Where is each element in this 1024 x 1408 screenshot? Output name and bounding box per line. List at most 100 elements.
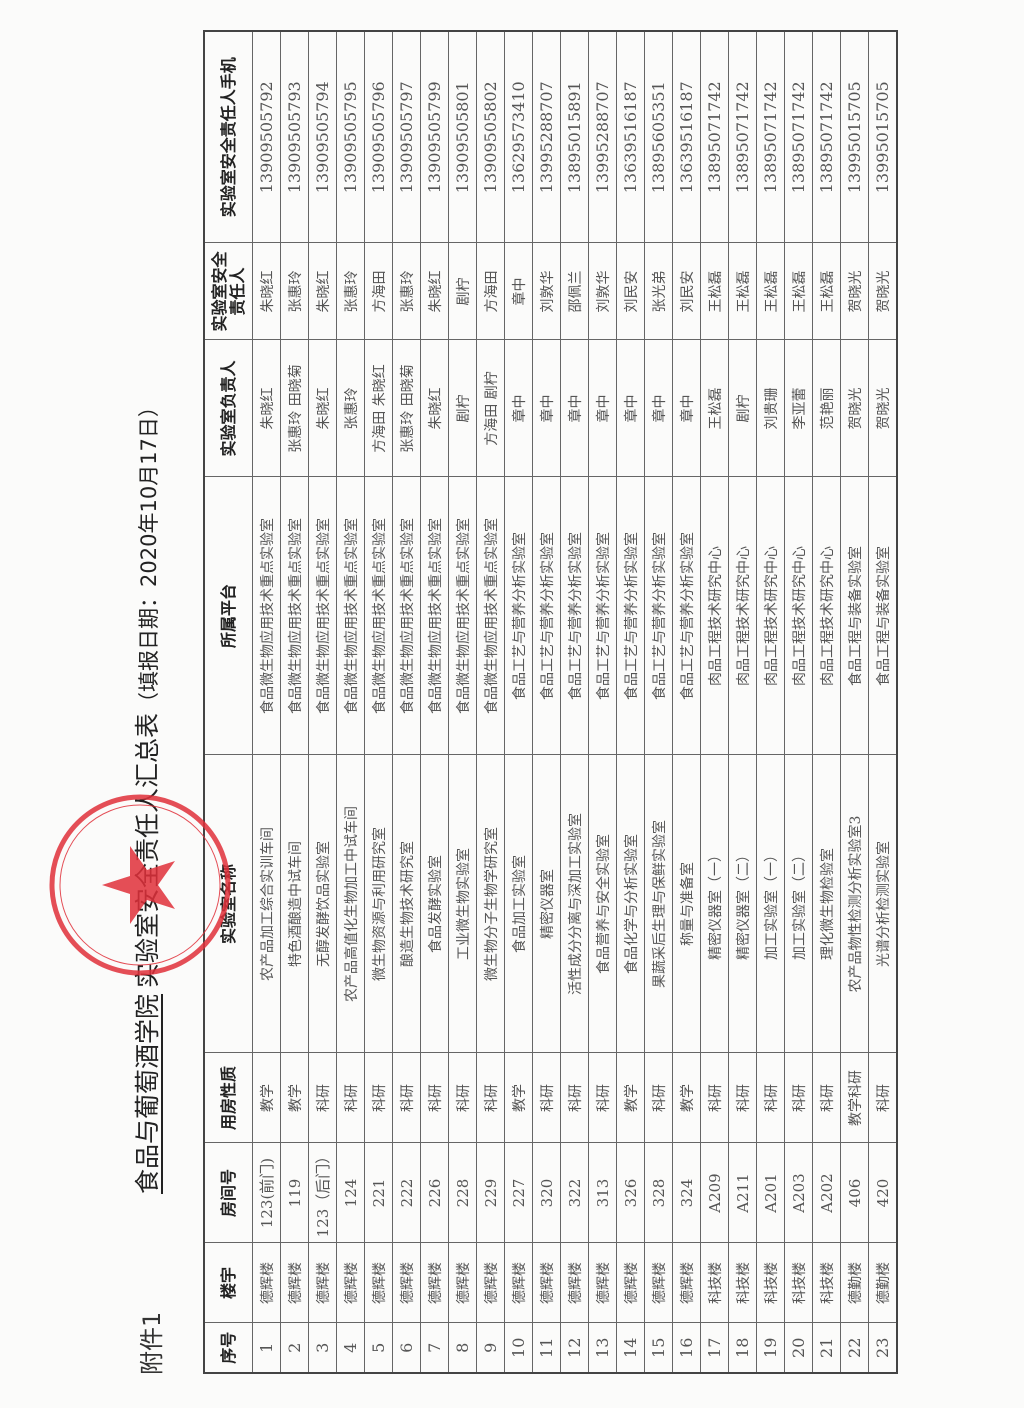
cell-building: 德辉楼 [560, 1243, 589, 1323]
institution-name: 食品与葡萄酒学院 [133, 993, 162, 1194]
cell-lab-name: 酿造生物技术研究室 [392, 755, 421, 1053]
cell-lab-name: 农产品加工综合实训车间 [252, 755, 281, 1053]
cell-building: 德勤楼 [840, 1243, 869, 1323]
cell-room: 229 [476, 1143, 505, 1243]
cell-lab-name: 精密仪器室（一） [700, 755, 729, 1053]
cell-seq: 5 [364, 1323, 393, 1373]
cell-lab-head: 朱晓红 [308, 340, 337, 477]
cell-lab-head: 章中 [560, 340, 589, 477]
cell-seq: 6 [392, 1323, 421, 1373]
cell-usage: 科研 [560, 1053, 589, 1143]
cell-seq: 1 [252, 1323, 281, 1373]
cell-lab-head: 朱晓红 [252, 340, 281, 477]
table-row: 13 德辉楼 313 科研 食品营养与安全实验室 食品工艺与营养分析实验室 章中 刘敦华 139… [588, 31, 617, 1373]
cell-lab-name: 理化微生物检验室 [812, 755, 841, 1053]
cell-building: 德辉楼 [420, 1243, 449, 1323]
column-header-usage: 用房性质 [204, 1053, 253, 1143]
column-header-safety-person: 实验室安全责任人 [204, 243, 253, 340]
cell-safety-person: 王松磊 [812, 243, 841, 340]
cell-building: 德辉楼 [588, 1243, 617, 1323]
cell-safety-phone: 13909505797 [392, 31, 421, 243]
cell-safety-phone: 13639516187 [672, 31, 701, 243]
cell-seq: 12 [560, 1323, 589, 1373]
cell-platform: 肉品工程技术研究中心 [700, 477, 729, 755]
cell-seq: 8 [448, 1323, 477, 1373]
cell-safety-phone: 13995288707 [588, 31, 617, 243]
table-row: 20 科技楼 A203 科研 加工实验室（二） 肉品工程技术研究中心 李亚蕾 王松磊 13895… [784, 31, 813, 1373]
cell-safety-person: 朱晓红 [252, 243, 281, 340]
cell-platform: 食品微生物应用技术重点实验室 [336, 477, 365, 755]
cell-room: 320 [532, 1143, 561, 1243]
cell-lab-head: 章中 [616, 340, 645, 477]
cell-room: 328 [644, 1143, 673, 1243]
cell-lab-head: 章中 [644, 340, 673, 477]
cell-lab-head: 王松磊 [700, 340, 729, 477]
cell-safety-person: 刘敦华 [588, 243, 617, 340]
cell-platform: 食品工程与装备实验室 [868, 477, 897, 755]
table-row: 5 德辉楼 221 科研 微生物资源与利用研究室 食品微生物应用技术重点实验室 方海田 朱晓… [364, 31, 393, 1373]
cell-building: 德辉楼 [308, 1243, 337, 1323]
cell-safety-phone: 13639516187 [616, 31, 645, 243]
cell-room: 119 [280, 1143, 309, 1243]
cell-lab-head: 方海田 朱晓红 [364, 340, 393, 477]
cell-usage: 科研 [728, 1053, 757, 1143]
cell-room: 324 [672, 1143, 701, 1243]
cell-building: 德勤楼 [868, 1243, 897, 1323]
cell-lab-name: 食品营养与安全实验室 [588, 755, 617, 1053]
cell-usage: 科研 [448, 1053, 477, 1143]
cell-usage: 教学 [672, 1053, 701, 1143]
cell-usage: 科研 [308, 1053, 337, 1143]
cell-safety-person: 王松磊 [784, 243, 813, 340]
cell-safety-phone: 13895071742 [812, 31, 841, 243]
cell-platform: 食品微生物应用技术重点实验室 [476, 477, 505, 755]
cell-lab-name: 工业微生物实验室 [448, 755, 477, 1053]
cell-safety-phone: 13895071742 [784, 31, 813, 243]
cell-room: A209 [700, 1143, 729, 1243]
cell-platform: 食品微生物应用技术重点实验室 [448, 477, 477, 755]
table-row: 3 德辉楼 123（后门） 科研 无醇发酵饮品实验室 食品微生物应用技术重点实验室 朱晓红朱… [308, 31, 337, 1373]
cell-platform: 食品微生物应用技术重点实验室 [280, 477, 309, 755]
cell-safety-phone: 13909505796 [364, 31, 393, 243]
document-header: 附件1 食品与葡萄酒学院 实验室安全责任人汇总表（填报日期：2020年10月17日… [118, 25, 188, 1385]
cell-room: 228 [448, 1143, 477, 1243]
cell-seq: 3 [308, 1323, 337, 1373]
cell-seq: 20 [784, 1323, 813, 1373]
cell-seq: 22 [840, 1323, 869, 1373]
table-row: 2 德辉楼 119 教学 特色酒酿造中试车间 食品微生物应用技术重点实验室 张惠玲 田晓菊张… [280, 31, 309, 1373]
cell-building: 德辉楼 [448, 1243, 477, 1323]
cell-building: 科技楼 [728, 1243, 757, 1323]
table-row: 18 科技楼 A211 科研 精密仪器室（二） 肉品工程技术研究中心 剧柠 王松磊 138950… [728, 31, 757, 1373]
cell-room: 221 [364, 1143, 393, 1243]
cell-lab-name: 食品加工实验室 [504, 755, 533, 1053]
cell-room: A201 [756, 1143, 785, 1243]
cell-room: 420 [868, 1143, 897, 1243]
cell-lab-head: 朱晓红 [420, 340, 449, 477]
cell-lab-head: 刘贵珊 [756, 340, 785, 477]
cell-safety-person: 刘民安 [616, 243, 645, 340]
cell-lab-head: 张惠玲 田晓菊 [280, 340, 309, 477]
table-row: 9 德辉楼 229 科研 微生物分子生物学研究室 食品微生物应用技术重点实验室 方海田 剧柠… [476, 31, 505, 1373]
cell-room: 326 [616, 1143, 645, 1243]
cell-usage: 科研 [420, 1053, 449, 1143]
cell-usage: 科研 [784, 1053, 813, 1143]
page-title: 食品与葡萄酒学院 实验室安全责任人汇总表（填报日期：2020年10月17日） [128, 396, 164, 1200]
cell-lab-name: 精密仪器室（二） [728, 755, 757, 1053]
cell-safety-person: 朱晓红 [420, 243, 449, 340]
cell-safety-phone: 13909505793 [280, 31, 309, 243]
cell-room: 406 [840, 1143, 869, 1243]
cell-lab-name: 微生物资源与利用研究室 [364, 755, 393, 1053]
cell-safety-phone: 13909505802 [476, 31, 505, 243]
cell-safety-phone: 13995288707 [532, 31, 561, 243]
cell-lab-name: 农产品物性检测分析实验室3 [840, 755, 869, 1053]
cell-seq: 4 [336, 1323, 365, 1373]
cell-safety-person: 王松磊 [728, 243, 757, 340]
cell-platform: 食品微生物应用技术重点实验室 [308, 477, 337, 755]
cell-platform: 食品微生物应用技术重点实验室 [392, 477, 421, 755]
cell-safety-person: 方海田 [476, 243, 505, 340]
cell-safety-phone: 13895071742 [756, 31, 785, 243]
cell-lab-name: 称量与准备室 [672, 755, 701, 1053]
cell-seq: 2 [280, 1323, 309, 1373]
cell-lab-name: 无醇发酵饮品实验室 [308, 755, 337, 1053]
cell-safety-phone: 13909505799 [420, 31, 449, 243]
table-row: 21 科技楼 A202 科研 理化微生物检验室 肉品工程技术研究中心 范艳丽 王松磊 13895… [812, 31, 841, 1373]
